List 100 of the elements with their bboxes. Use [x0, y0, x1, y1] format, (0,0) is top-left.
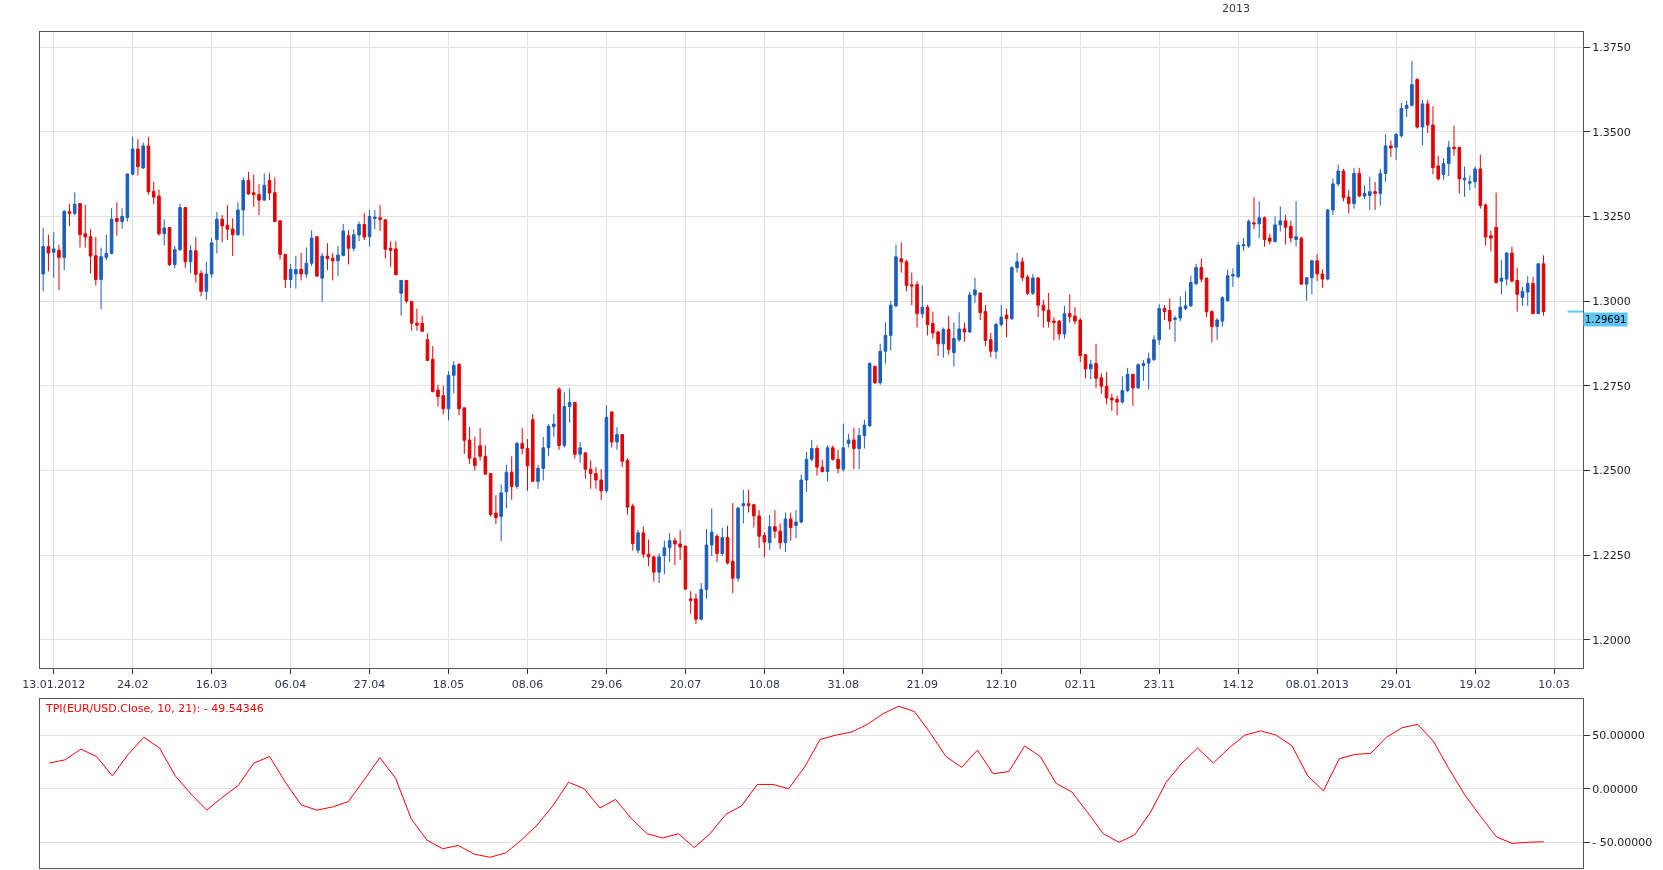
- chart-title: TPI(EUR/USD.Close, 10, 21): - 49.54346: [45, 702, 264, 715]
- y-tick-label: 1.2250: [1592, 549, 1631, 563]
- candlestick: [873, 364, 877, 385]
- candlestick: [720, 527, 725, 557]
- candlestick: [1352, 167, 1356, 210]
- candlestick: [1267, 233, 1272, 246]
- x-tick-label: 19.02: [1459, 677, 1491, 691]
- candlestick: [1415, 77, 1419, 130]
- x-tick-label: 21.09: [906, 677, 939, 691]
- candlestick: [136, 138, 140, 176]
- candlestick: [267, 172, 272, 201]
- y-tick-label: 1.2750: [1592, 379, 1631, 393]
- candlestick: [1183, 290, 1188, 311]
- candlestick: [367, 209, 372, 248]
- candlestick: [209, 237, 214, 279]
- candlestick: [204, 261, 209, 301]
- candlestick: [1462, 166, 1467, 198]
- candlestick: [1088, 359, 1093, 380]
- candlestick: [941, 327, 946, 359]
- x-tick-label: 24.02: [116, 677, 149, 691]
- candlestick: [662, 540, 667, 575]
- candlestick: [215, 211, 219, 254]
- candlestick: [1373, 181, 1377, 211]
- candlestick: [509, 455, 514, 501]
- candlestick: [825, 444, 830, 482]
- candlestick: [883, 321, 888, 364]
- candlestick: [731, 502, 735, 594]
- candlestick: [62, 209, 67, 271]
- x-tick-label: 31.08: [827, 677, 860, 691]
- candlestick: [736, 506, 740, 583]
- candlestick: [309, 229, 314, 267]
- candlestick: [1252, 196, 1256, 230]
- candlestick: [657, 553, 661, 584]
- candlestick: [1004, 308, 1009, 338]
- candlestick: [162, 218, 167, 247]
- candlestick: [1062, 305, 1067, 340]
- candlestick: [1294, 200, 1298, 248]
- candlestick: [530, 413, 535, 482]
- candlestick: [562, 391, 567, 448]
- x-tick-label: 16.03: [195, 677, 228, 691]
- candlestick: [67, 203, 72, 227]
- candlestick: [1536, 262, 1541, 315]
- candlestick: [709, 507, 714, 557]
- candlestick: [362, 212, 367, 241]
- candlestick: [1504, 251, 1509, 287]
- candlestick: [520, 427, 525, 455]
- candlestick: [1131, 373, 1135, 407]
- candlestick: [1389, 140, 1393, 158]
- candlestick: [699, 582, 703, 622]
- x-tick-label: 06.04: [274, 677, 307, 691]
- candlestick: [1368, 176, 1372, 211]
- candlestick: [299, 252, 303, 281]
- candlestick: [946, 315, 951, 356]
- x-tick-label: 20.07: [669, 677, 702, 691]
- candlestick: [1446, 140, 1451, 177]
- candlestick: [741, 489, 746, 524]
- x-tick-label: 29.01: [1380, 677, 1412, 691]
- candlestick: [1167, 297, 1172, 331]
- candlestick: [1478, 154, 1483, 210]
- candlestick: [230, 217, 235, 257]
- y-tick-label: 1.2500: [1592, 464, 1631, 478]
- candlestick: [262, 172, 267, 201]
- candlestick: [552, 413, 556, 438]
- candlestick: [1520, 286, 1525, 307]
- candlestick: [1299, 236, 1304, 285]
- candlestick: [41, 227, 45, 292]
- y-tick-label: 1.3500: [1592, 125, 1631, 139]
- candlestick: [1199, 257, 1204, 283]
- x-tick-label: 29.06: [590, 677, 623, 691]
- candlestick: [1246, 218, 1251, 249]
- x-tick-label: 23.11: [1143, 677, 1175, 691]
- candlestick: [373, 209, 377, 230]
- candlestick: [1499, 259, 1504, 295]
- x-tick-label: 18.05: [432, 677, 465, 691]
- candlestick: [852, 427, 856, 470]
- x-tick-label: 02.11: [1064, 677, 1096, 691]
- candlestick: [1031, 273, 1035, 296]
- candlestick: [920, 285, 925, 319]
- candlestick: [72, 191, 77, 216]
- candlestick: [1257, 200, 1262, 239]
- candlestick: [1420, 99, 1425, 146]
- candlestick: [630, 503, 635, 551]
- candlestick: [57, 244, 61, 291]
- y-tick-label: 1.3000: [1592, 294, 1631, 308]
- y-tick-label: 50.00000: [1592, 729, 1645, 743]
- candlestick: [141, 142, 145, 170]
- candlestick: [1525, 275, 1530, 307]
- x-tick-label: 12.10: [985, 677, 1018, 691]
- candlestick: [1383, 133, 1388, 183]
- x-tick-label: 08.06: [511, 677, 544, 691]
- candlestick: [525, 438, 530, 492]
- x-tick-label: 13.01.2012: [22, 677, 86, 691]
- candlestick: [94, 236, 98, 287]
- candlestick: [573, 401, 577, 460]
- x-tick-label: 08.01.2013: [1285, 677, 1349, 691]
- candlestick: [1162, 304, 1167, 321]
- candlestick: [246, 171, 251, 196]
- candlestick: [183, 207, 188, 269]
- candlestick: [130, 136, 135, 176]
- candlestick: [609, 411, 614, 448]
